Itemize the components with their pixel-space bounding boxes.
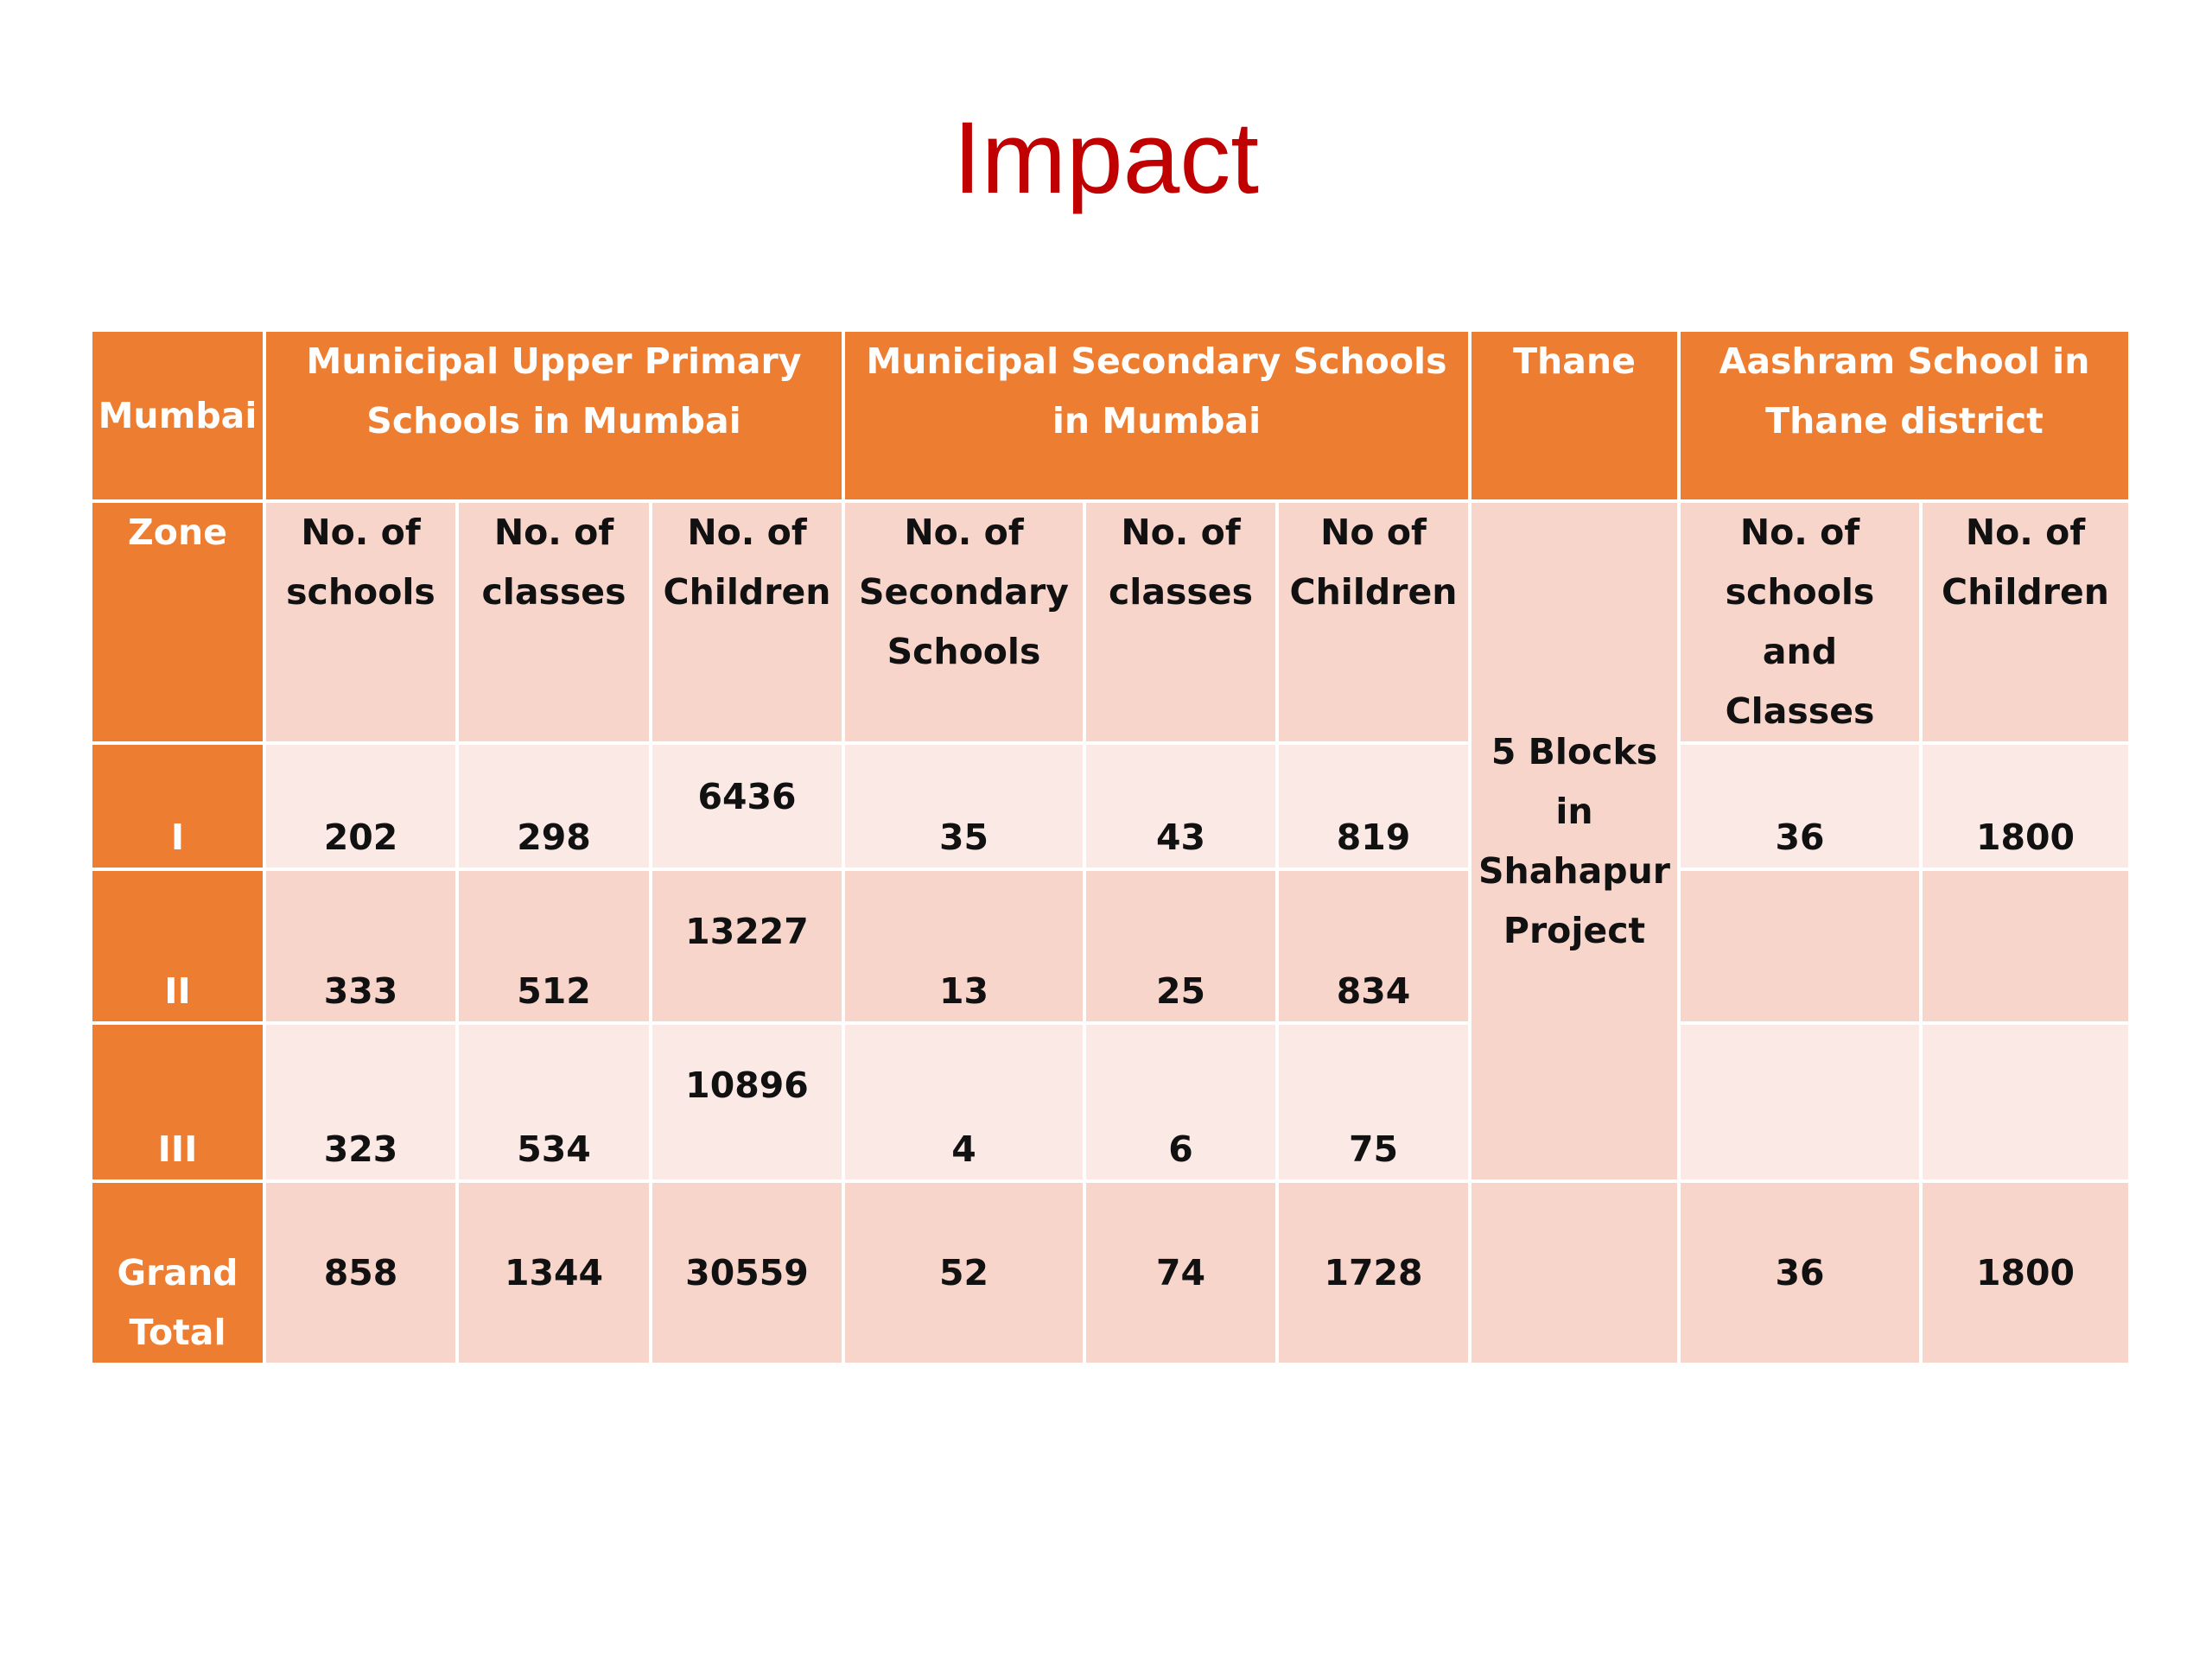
- aashram-header: Aashram School in Thane district: [1677, 328, 2132, 503]
- sec-children-header: No of Children: [1275, 499, 1471, 745]
- up-schools-cell: 323: [263, 1021, 459, 1183]
- sec-children-cell: 819: [1275, 741, 1471, 871]
- thane-note: 5 Blocks in Shahapur Project: [1468, 499, 1681, 1183]
- sec-classes-cell: 25: [1083, 868, 1279, 1025]
- total-ash-children: 1800: [1919, 1179, 2132, 1366]
- table-row: III 323 534 10896 4 6 75: [89, 1021, 2132, 1183]
- sec-children-cell: 75: [1275, 1021, 1471, 1183]
- grand-total-label: Grand Total: [89, 1179, 266, 1366]
- ash-schools-header: No. of schools and Classes: [1677, 499, 1923, 745]
- up-children-cell: 13227: [649, 868, 845, 1025]
- ash-children-cell: [1919, 868, 2132, 1025]
- total-up-schools: 858: [263, 1179, 459, 1366]
- sec-classes-cell: 6: [1083, 1021, 1279, 1183]
- zone-header: Zone: [89, 499, 266, 745]
- up-classes-cell: 534: [455, 1021, 652, 1183]
- sec-classes-header: No. of classes: [1083, 499, 1279, 745]
- mumbai-header: Mumbai: [89, 328, 266, 503]
- up-children-cell: 6436: [649, 741, 845, 871]
- group-header-row: Mumbai Municipal Upper Primary Schools i…: [89, 328, 2132, 503]
- ash-schools-cell: 36: [1677, 741, 1923, 871]
- up-children-cell: 10896: [649, 1021, 845, 1183]
- impact-table: Mumbai Municipal Upper Primary Schools i…: [89, 328, 2132, 1366]
- sec-schools-cell: 35: [842, 741, 1086, 871]
- total-sec-schools: 52: [842, 1179, 1086, 1366]
- sec-classes-cell: 43: [1083, 741, 1279, 871]
- slide-title: Impact: [952, 101, 1260, 215]
- column-header-row: Zone No. of schools No. of classes No. o…: [89, 499, 2132, 1183]
- sec-schools-cell: 4: [842, 1021, 1086, 1183]
- total-thane: [1468, 1179, 1681, 1366]
- zone-label: III: [89, 1021, 266, 1183]
- total-up-children: 30559: [649, 1179, 845, 1366]
- sec-schools-cell: 13: [842, 868, 1086, 1025]
- sec-schools-header: No. of Secondary Schools: [842, 499, 1086, 745]
- zone-label: II: [89, 868, 266, 1025]
- up-schools-cell: 333: [263, 868, 459, 1025]
- ash-schools-cell: [1677, 868, 1923, 1025]
- sec-children-cell: 834: [1275, 868, 1471, 1025]
- total-ash-schools: 36: [1677, 1179, 1923, 1366]
- total-up-classes: 1344: [455, 1179, 652, 1366]
- up-classes-cell: 298: [455, 741, 652, 871]
- zone-label: I: [89, 741, 266, 871]
- up-classes-header: No. of classes: [455, 499, 652, 745]
- ash-children-cell: [1919, 1021, 2132, 1183]
- grand-total-row: Grand Total 858 1344 30559 52 74 1728 36…: [89, 1179, 2132, 1366]
- thane-header: Thane: [1468, 328, 1681, 503]
- up-classes-cell: 512: [455, 868, 652, 1025]
- up-schools-cell: 202: [263, 741, 459, 871]
- secondary-header: Municipal Secondary Schools in Mumbai: [842, 328, 1471, 503]
- table-row: I 202 298 6436 35 43 819 36 1800: [89, 741, 2132, 871]
- ash-schools-cell: [1677, 1021, 1923, 1183]
- up-children-header: No. of Children: [649, 499, 845, 745]
- table-row: II 333 512 13227 13 25 834: [89, 868, 2132, 1025]
- upper-primary-header: Municipal Upper Primary Schools in Mumba…: [263, 328, 845, 503]
- up-schools-header: No. of schools: [263, 499, 459, 745]
- ash-children-header: No. of Children: [1919, 499, 2132, 745]
- total-sec-classes: 74: [1083, 1179, 1279, 1366]
- ash-children-cell: 1800: [1919, 741, 2132, 871]
- total-sec-children: 1728: [1275, 1179, 1471, 1366]
